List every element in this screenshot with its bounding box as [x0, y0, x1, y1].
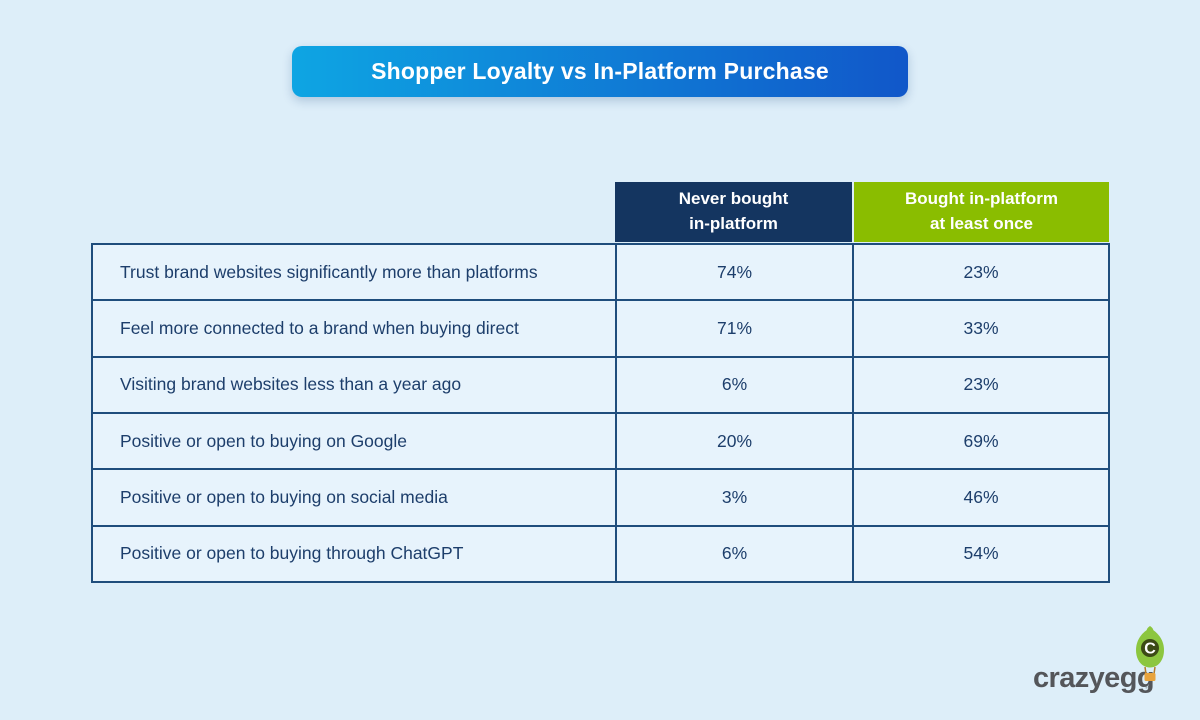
trademark-symbol: ™	[1144, 684, 1152, 693]
value-cell-once: 23%	[852, 355, 1110, 414]
egg-balloon-icon: C	[1136, 626, 1164, 681]
value-cell-never: 71%	[615, 299, 854, 358]
column-header-bought-once: Bought in-platform at least once	[854, 182, 1109, 242]
crazyegg-logo-text: crazyegg	[1033, 662, 1155, 694]
column-header-line: at least once	[930, 214, 1033, 233]
table-row: Visiting brand websites less than a year…	[91, 355, 1110, 414]
row-label: Positive or open to buying through ChatG…	[91, 524, 617, 584]
value-cell-never: 6%	[615, 524, 854, 584]
table-row: Feel more connected to a brand when buyi…	[91, 299, 1110, 358]
crazyegg-logo: crazyegg ™ C	[1033, 626, 1173, 698]
value-cell-once: 46%	[852, 468, 1110, 527]
value-cell-never: 20%	[615, 411, 854, 471]
value-cell-never: 74%	[615, 242, 854, 302]
table-row: Positive or open to buying on social med…	[91, 468, 1110, 527]
value-cell-once: 54%	[852, 524, 1110, 584]
row-label: Visiting brand websites less than a year…	[91, 355, 617, 414]
table-row: Positive or open to buying through ChatG…	[91, 524, 1110, 584]
row-label: Positive or open to buying on Google	[91, 411, 617, 471]
value-cell-never: 3%	[615, 468, 854, 527]
balloon-letter: C	[1144, 641, 1156, 658]
page-title: Shopper Loyalty vs In-Platform Purchase	[371, 58, 829, 84]
value-cell-once: 23%	[852, 242, 1110, 302]
table-row: Positive or open to buying on Google 20%…	[91, 411, 1110, 471]
column-header-line: in-platform	[689, 214, 778, 233]
column-header-line: Bought in-platform	[905, 189, 1058, 209]
title-banner: Shopper Loyalty vs In-Platform Purchase	[292, 46, 908, 97]
row-label: Trust brand websites significantly more …	[91, 242, 617, 302]
value-cell-once: 33%	[852, 299, 1110, 358]
table-row: Trust brand websites significantly more …	[91, 242, 1110, 302]
row-label: Feel more connected to a brand when buyi…	[91, 299, 617, 358]
value-cell-never: 6%	[615, 355, 854, 414]
column-header-never-bought: Never bought in-platform	[615, 182, 852, 242]
column-header-line: Never bought	[678, 189, 789, 209]
value-cell-once: 69%	[852, 411, 1110, 471]
data-table: Trust brand websites significantly more …	[91, 242, 1110, 584]
row-label: Positive or open to buying on social med…	[91, 468, 617, 527]
